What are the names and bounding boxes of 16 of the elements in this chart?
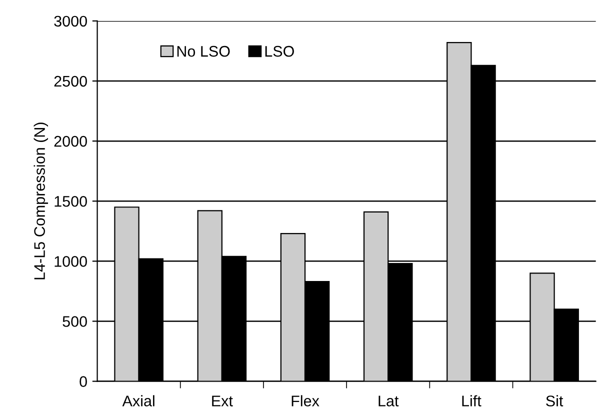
y-tick-label: 1500 — [54, 196, 87, 207]
y-axis-title: L4-L5 Compression (N) — [34, 122, 48, 280]
legend-label: LSO — [265, 46, 294, 57]
x-tick-label: Lat — [378, 396, 399, 406]
x-tick-label: Ext — [212, 396, 233, 406]
y-tick-label: 3000 — [54, 16, 87, 27]
y-tick-label: 500 — [62, 316, 87, 327]
y-tick-label: 1000 — [54, 256, 87, 267]
y-tick-label: 2000 — [54, 136, 87, 147]
y-tick-label: 0 — [80, 376, 87, 387]
x-tick-label: Axial — [122, 395, 154, 406]
legend-label: No LSO — [177, 46, 230, 57]
x-tick-label: Lift — [462, 395, 482, 406]
x-tick-label: Sit — [546, 395, 564, 406]
y-tick-label: 2500 — [54, 76, 87, 87]
x-tick-label: Flex — [292, 395, 320, 406]
